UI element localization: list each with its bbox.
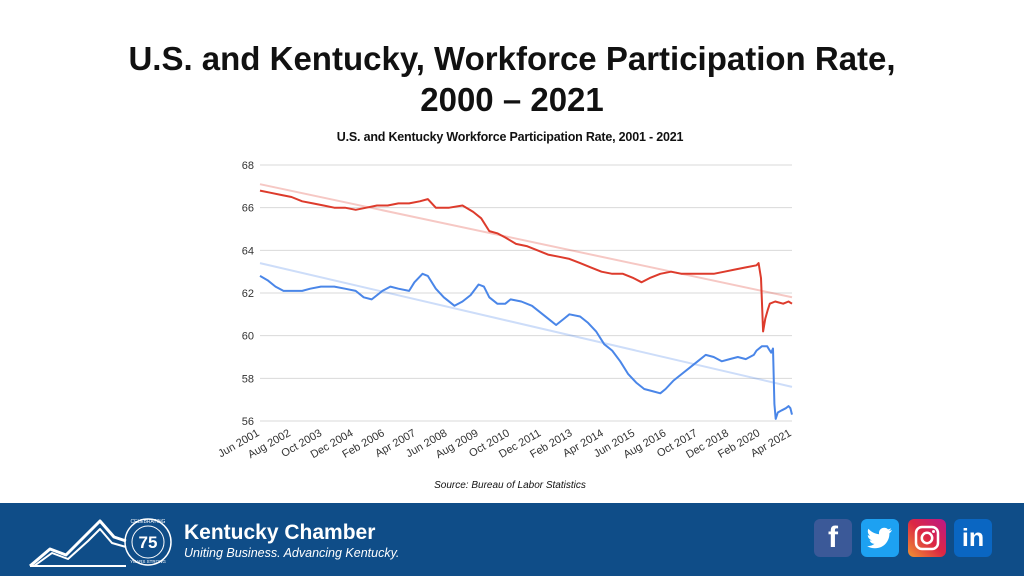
y-tick-label: 60 bbox=[242, 331, 254, 343]
y-tick-label: 56 bbox=[242, 416, 254, 428]
y-tick-label: 66 bbox=[242, 203, 254, 215]
chart-title: U.S. and Kentucky Workforce Participatio… bbox=[336, 130, 684, 144]
slide-title: U.S. and Kentucky, Workforce Participati… bbox=[0, 38, 1024, 120]
twitter-icon[interactable] bbox=[861, 519, 899, 557]
chart-source: Source: Bureau of Labor Statistics bbox=[434, 480, 586, 491]
y-tick-label: 64 bbox=[242, 245, 254, 257]
footer-bar: CELEBRATING 75 YEARS STRONG Kentucky Cha… bbox=[0, 503, 1024, 576]
chart-container: 56 58 60 62 64 66 68 Jun 2001 Aug 2002 Oct 2003 De… bbox=[200, 125, 820, 500]
y-tick-label: 68 bbox=[242, 160, 254, 172]
kentucky-chamber-logo: CELEBRATING 75 YEARS STRONG bbox=[29, 518, 172, 568]
slide-title-line2: 2000 – 2021 bbox=[420, 81, 604, 118]
badge-number: 75 bbox=[139, 533, 158, 552]
facebook-icon[interactable]: f bbox=[814, 519, 852, 557]
slide-title-line1: U.S. and Kentucky, Workforce Participati… bbox=[128, 40, 896, 77]
brand-tagline: Uniting Business. Advancing Kentucky. bbox=[184, 546, 400, 560]
y-tick-label: 62 bbox=[242, 288, 254, 300]
badge-top-text: CELEBRATING bbox=[131, 519, 166, 525]
brand-name: Kentucky Chamber bbox=[184, 521, 376, 544]
trendline bbox=[259, 262, 793, 388]
linkedin-icon[interactable]: in bbox=[954, 519, 992, 557]
series-line bbox=[259, 189, 793, 333]
trendline bbox=[259, 183, 793, 299]
instagram-icon[interactable] bbox=[908, 519, 946, 557]
y-tick-label: 58 bbox=[242, 373, 254, 385]
badge-bottom-text: YEARS STRONG bbox=[130, 559, 166, 564]
instagram-camera-glyph bbox=[914, 525, 940, 551]
series-line bbox=[259, 272, 793, 420]
linkedin-glyph: in bbox=[961, 523, 985, 552]
twitter-bird-glyph bbox=[867, 527, 892, 549]
facebook-glyph: f bbox=[828, 521, 838, 554]
